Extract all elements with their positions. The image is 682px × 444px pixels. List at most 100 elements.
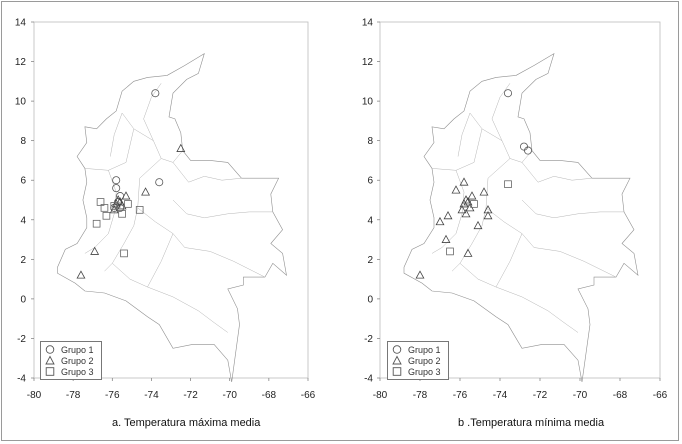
y-tick-label: 6 — [20, 176, 26, 187]
legend-a: Grupo 1 Grupo 2 Grupo 3 — [40, 341, 102, 380]
y-tick-label: -4 — [364, 374, 373, 385]
x-tick-label: -74 — [493, 390, 508, 401]
circle-marker-icon — [43, 344, 57, 355]
point-square — [504, 180, 512, 188]
point-square — [470, 200, 478, 208]
legend-label: Grupo 2 — [408, 355, 441, 366]
x-tick-label: -76 — [105, 390, 120, 401]
map-region-border — [485, 207, 617, 278]
triangle-marker-icon — [390, 355, 404, 366]
map-region-border — [451, 158, 511, 272]
y-tick-label: 2 — [20, 255, 26, 266]
map-region-border — [521, 199, 624, 219]
point-triangle — [467, 191, 477, 200]
legend-item-grupo-1: Grupo 1 — [43, 344, 97, 355]
x-tick-label: -72 — [183, 390, 198, 401]
map-region-border — [495, 233, 523, 288]
y-tick-label: 10 — [15, 97, 27, 108]
x-tick-label: -68 — [262, 390, 277, 401]
y-tick-label: 10 — [362, 97, 374, 108]
point-triangle — [415, 270, 425, 279]
y-tick-label: 0 — [367, 294, 373, 305]
map-region-border — [491, 83, 511, 141]
point-circle — [151, 89, 160, 98]
point-triangle — [435, 216, 445, 226]
point-circle — [155, 178, 164, 187]
point-circle — [503, 89, 512, 98]
square-marker-icon — [390, 366, 404, 377]
y-tick-label: 2 — [367, 255, 373, 266]
map-outline — [57, 52, 287, 383]
point-square — [118, 210, 126, 218]
legend-item-grupo-3: Grupo 3 — [43, 366, 97, 377]
y-tick-label: 6 — [367, 176, 373, 187]
y-tick-label: 12 — [15, 57, 27, 68]
map-region-border — [137, 207, 266, 278]
map-region-border — [147, 233, 174, 288]
point-triangle — [483, 205, 493, 214]
map-region-border — [84, 112, 135, 171]
caption-a: a. Temperatura máxima media — [112, 417, 261, 429]
plot-panel-a: -80 -78 -76 -74 -72 -70 -68 -66 14 12 10 8 6 4 2 0 -2 -4 — [15, 18, 316, 402]
plot-panel-b: -80 -78 -76 -74 -72 -70 -68 -66 14 12 10 8 6 4 2 0 -2 -4 — [362, 18, 668, 402]
triangle-marker-icon — [43, 355, 57, 366]
map-region-border — [84, 170, 117, 254]
point-triangle — [483, 210, 493, 220]
map-region-border — [459, 263, 579, 333]
x-tick-label: -76 — [453, 390, 468, 401]
x-tick-label: -78 — [66, 390, 81, 401]
x-tick-label: -70 — [222, 390, 237, 401]
map-region-border — [133, 128, 183, 163]
map-region-border — [104, 158, 162, 272]
y-tick-label: 12 — [362, 57, 374, 68]
point-triangle — [90, 246, 100, 255]
point-triangle — [451, 185, 461, 194]
legend-label: Grupo 2 — [61, 355, 94, 366]
map-region-border — [431, 112, 483, 171]
point-square — [96, 198, 105, 206]
x-tick-label: -66 — [301, 390, 316, 401]
legend-item-grupo-2: Grupo 2 — [390, 355, 444, 366]
point-triangle — [121, 191, 131, 200]
y-tick-label: 14 — [362, 18, 374, 29]
point-square — [120, 249, 128, 258]
circle-marker-icon — [390, 344, 404, 355]
legend-item-grupo-2: Grupo 2 — [43, 355, 97, 366]
map-region-border — [457, 112, 471, 157]
legend-label: Grupo 3 — [408, 366, 441, 377]
point-triangle — [76, 270, 86, 279]
y-tick-label: 4 — [367, 215, 373, 226]
x-tick-label: -72 — [533, 390, 548, 401]
legend-label: Grupo 3 — [61, 366, 94, 377]
point-triangle — [459, 199, 469, 208]
point-triangle — [463, 248, 473, 257]
point-triangle — [457, 205, 467, 214]
point-circle — [112, 176, 121, 185]
point-triangle — [117, 201, 127, 210]
legend-b: Grupo 1 Grupo 2 Grupo 3 — [387, 341, 449, 380]
point-square — [124, 200, 132, 208]
map-region-border — [172, 162, 242, 183]
point-triangle — [441, 234, 451, 243]
map-region-border — [112, 263, 228, 333]
point-triangle — [473, 220, 483, 230]
caption-b: b .Temperatura mínima media — [458, 417, 605, 429]
point-circle — [112, 184, 121, 193]
plot-area-border — [33, 21, 309, 379]
x-tick-label: -68 — [613, 390, 628, 401]
point-circle — [524, 146, 533, 155]
legend-label: Grupo 1 — [61, 344, 94, 355]
point-square — [446, 247, 454, 256]
point-circle — [116, 203, 125, 212]
x-tick-label: -70 — [573, 390, 588, 401]
map-region-border — [172, 199, 273, 219]
plot-area-border — [379, 21, 661, 379]
point-circle — [520, 142, 529, 151]
point-triangle — [141, 187, 151, 196]
point-square — [92, 219, 101, 228]
map-region-border — [481, 128, 533, 163]
y-tick-label: -2 — [364, 334, 373, 345]
square-marker-icon — [43, 366, 57, 377]
x-tick-label: -74 — [144, 390, 159, 401]
y-tick-label: -2 — [17, 334, 26, 345]
